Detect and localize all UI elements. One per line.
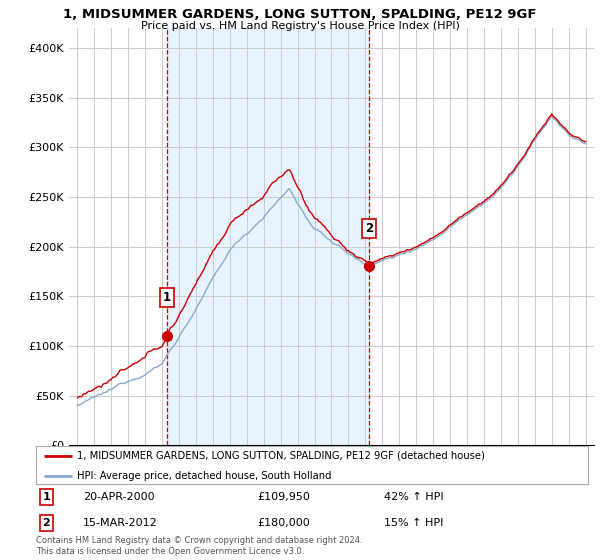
Text: 1, MIDSUMMER GARDENS, LONG SUTTON, SPALDING, PE12 9GF: 1, MIDSUMMER GARDENS, LONG SUTTON, SPALD… [63, 8, 537, 21]
Text: 20-APR-2000: 20-APR-2000 [83, 492, 155, 502]
Text: Contains HM Land Registry data © Crown copyright and database right 2024.
This d: Contains HM Land Registry data © Crown c… [36, 536, 362, 556]
Text: Price paid vs. HM Land Registry's House Price Index (HPI): Price paid vs. HM Land Registry's House … [140, 21, 460, 31]
Text: 1: 1 [163, 291, 171, 304]
Text: £109,950: £109,950 [257, 492, 310, 502]
Text: HPI: Average price, detached house, South Holland: HPI: Average price, detached house, Sout… [77, 471, 332, 481]
Text: 2: 2 [43, 518, 50, 528]
Bar [167, 28, 369, 445]
Text: 2: 2 [365, 222, 373, 235]
Text: 1: 1 [43, 492, 50, 502]
Text: 42% ↑ HPI: 42% ↑ HPI [384, 492, 443, 502]
Text: £180,000: £180,000 [257, 518, 310, 528]
Text: 15-MAR-2012: 15-MAR-2012 [83, 518, 158, 528]
Text: 1, MIDSUMMER GARDENS, LONG SUTTON, SPALDING, PE12 9GF (detached house): 1, MIDSUMMER GARDENS, LONG SUTTON, SPALD… [77, 451, 485, 461]
Text: 15% ↑ HPI: 15% ↑ HPI [384, 518, 443, 528]
